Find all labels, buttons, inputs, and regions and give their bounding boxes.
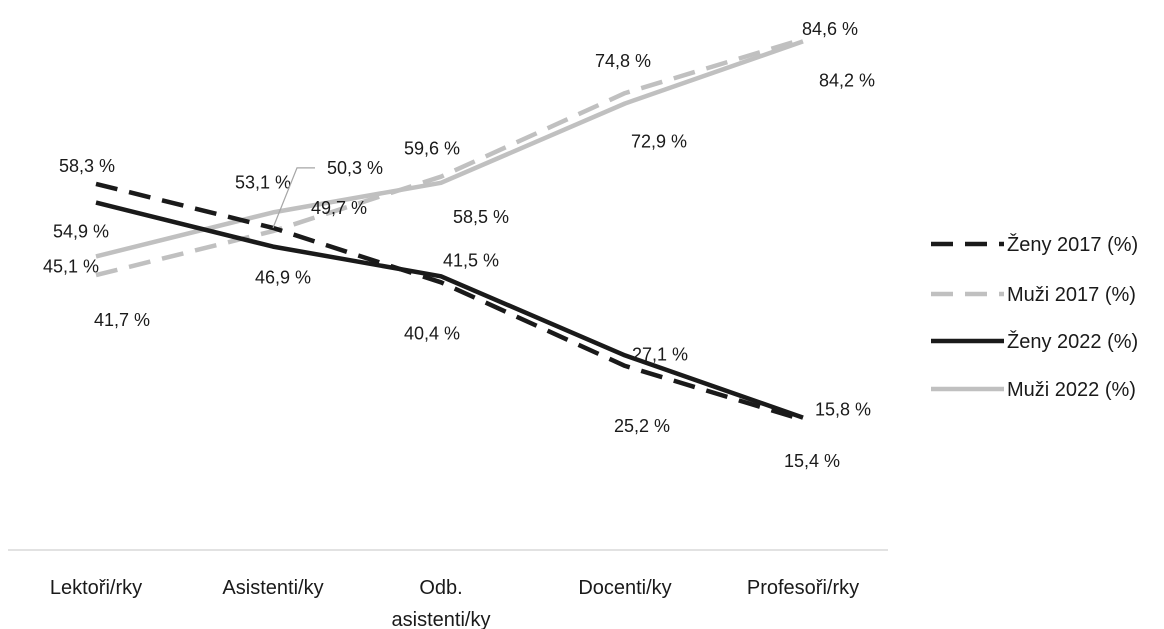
annotation-label: 50,3 % <box>327 158 383 178</box>
data-label: 40,4 % <box>404 323 460 343</box>
x-tick-label: Docenti/ky <box>578 577 671 599</box>
x-tick-label: Profesoři/rky <box>747 577 859 599</box>
callout-line <box>272 167 315 229</box>
x-tick-label: Odb. asistenti/ky <box>392 577 491 629</box>
data-label: 84,6 % <box>802 19 858 39</box>
x-tick-label: Asistenti/ky <box>222 577 323 599</box>
data-label: 41,7 % <box>94 310 150 330</box>
series-line-3 <box>95 200 804 420</box>
series-line-1 <box>95 181 804 422</box>
data-label: 15,4 % <box>784 451 840 471</box>
data-label: 58,3 % <box>59 156 115 176</box>
data-label: 41,5 % <box>443 250 499 270</box>
data-label: 58,5 % <box>453 207 509 227</box>
data-label: 27,1 % <box>632 344 688 364</box>
data-label: 74,8 % <box>595 51 651 71</box>
legend-label: Ženy 2017 (%) <box>1007 233 1138 256</box>
data-label: 54,9 % <box>53 222 109 242</box>
data-label: 45,1 % <box>43 256 99 276</box>
data-label: 84,2 % <box>819 70 875 90</box>
data-label: 72,9 % <box>631 132 687 152</box>
legend-label: Ženy 2022 (%) <box>1007 330 1138 353</box>
data-label: 15,8 % <box>815 400 871 420</box>
legend-label: Muži 2022 (%) <box>1007 379 1136 401</box>
data-label: 59,6 % <box>404 139 460 159</box>
data-label: 25,2 % <box>614 416 670 436</box>
data-label: 53,1 % <box>235 172 291 192</box>
legend-label: Muži 2017 (%) <box>1007 284 1136 306</box>
x-tick-label: Lektoři/rky <box>50 577 142 599</box>
data-label: 49,7 % <box>311 198 367 218</box>
data-label: 46,9 % <box>255 268 311 288</box>
